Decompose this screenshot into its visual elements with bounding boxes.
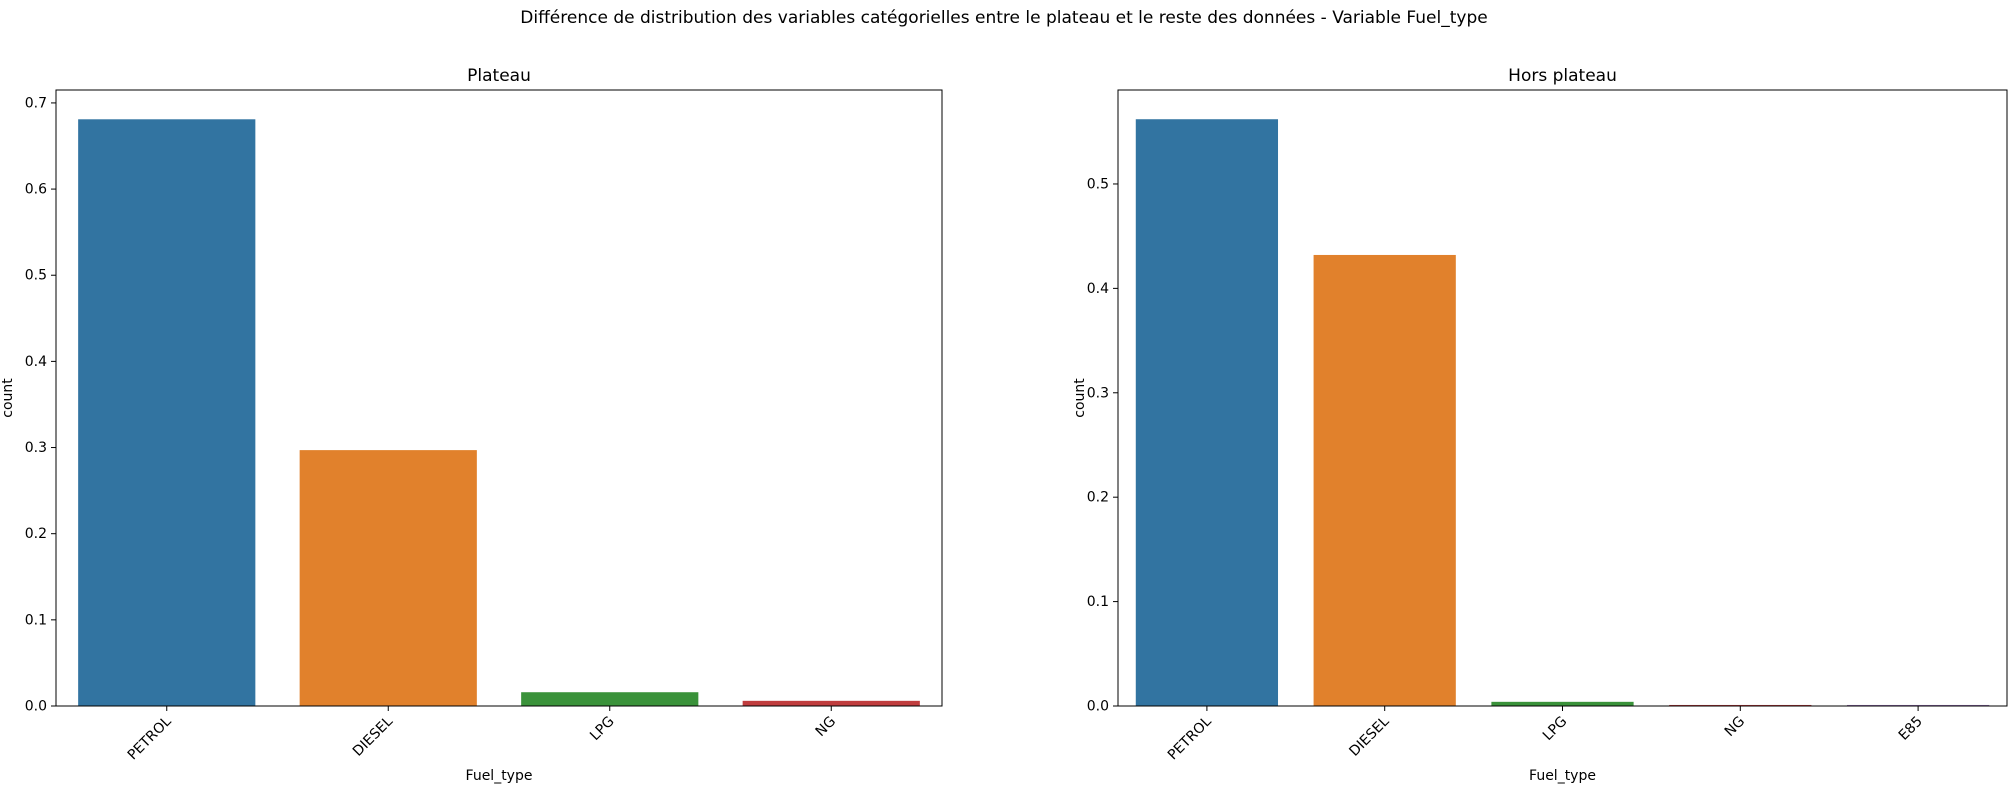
y-tick-label: 0.1 (25, 612, 47, 628)
chart-panel-plateau: 0.0 0.1 0.2 0.3 0.4 0.5 0.6 0.7 PETROL DIESEL LPG N… (0, 66, 943, 784)
y-tick-label: 0.2 (1087, 490, 1109, 506)
y-tick-label: 0.3 (1087, 385, 1109, 401)
y-axis-label: count (1072, 378, 1088, 418)
bar-e85 (1846, 704, 1990, 706)
y-tick-label: 0.4 (1087, 281, 1109, 297)
y-tick-label: 0.4 (25, 354, 47, 370)
y-tick-label: 0.7 (25, 95, 47, 111)
y-tick-label: 0.5 (25, 268, 47, 284)
figure-suptitle: Différence de distribution des variables… (520, 8, 1488, 28)
x-tick-label: E85 (1896, 714, 1926, 744)
x-tick-label: PETROL (1165, 713, 1215, 763)
x-axis-label: Fuel_type (466, 768, 533, 784)
x-tick-label: LPG (1540, 714, 1570, 744)
y-tick-label: 0.0 (25, 699, 47, 715)
y-tick-label: 0.5 (1087, 176, 1109, 192)
x-tick-label: PETROL (125, 713, 175, 763)
y-axis-label: count (0, 378, 16, 418)
x-tick-label: DIESEL (1346, 713, 1392, 759)
x-tick-label: NG (813, 714, 839, 740)
y-tick-label: 0.3 (25, 440, 47, 456)
bar-diesel (299, 450, 477, 706)
x-axis-label: Fuel_type (1529, 768, 1596, 784)
bar-petrol (1135, 119, 1279, 707)
x-tick-label: DIESEL (350, 713, 396, 759)
x-tick-label: LPG (587, 714, 617, 744)
y-tick-label: 0.1 (1087, 594, 1109, 610)
x-tick-label: NG (1722, 714, 1748, 740)
chart-panel-hors-plateau: 0.0 0.1 0.2 0.3 0.4 0.5 PETROL DIESEL LPG NG E85 Ho… (1072, 66, 2008, 784)
panel-title: Plateau (467, 66, 531, 86)
bar-lpg (1491, 701, 1634, 706)
bar-lpg (521, 692, 699, 706)
y-tick-label: 0.2 (25, 526, 47, 542)
y-tick-label: 0.0 (1087, 699, 1109, 715)
bar-ng (742, 700, 920, 706)
y-tick-label: 0.6 (25, 182, 47, 198)
bar-diesel (1313, 254, 1456, 706)
bar-petrol (78, 119, 256, 707)
plot-frame (55, 89, 943, 707)
bar-ng (1669, 704, 1812, 706)
panel-title: Hors plateau (1508, 66, 1617, 86)
